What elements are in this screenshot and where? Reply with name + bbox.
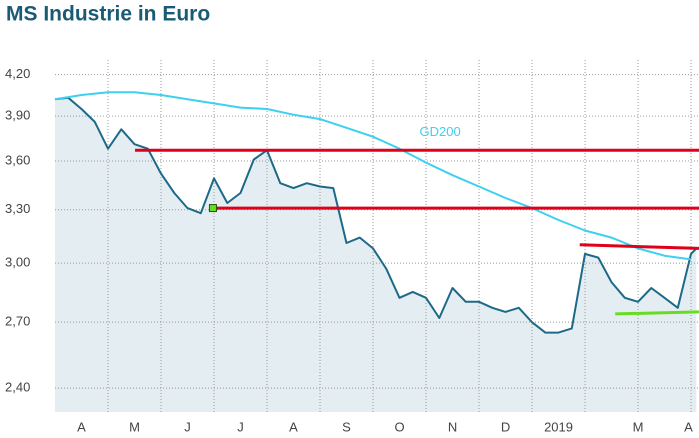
y-tick-label: 4,20 — [5, 66, 30, 81]
x-tick-label: D — [501, 419, 510, 434]
y-tick-label: 2,40 — [5, 380, 30, 395]
y-tick-label: 3,90 — [5, 108, 30, 123]
x-tick-label: A — [684, 419, 693, 434]
x-tick-label: 2019 — [544, 419, 573, 434]
y-tick-label: 3,60 — [5, 152, 30, 167]
x-tick-label: M — [129, 419, 140, 434]
series-line — [54, 91, 692, 261]
chart-title: MS Industrie in Euro — [6, 3, 210, 26]
y-tick-label: 3,00 — [5, 255, 30, 270]
y-tick-label: 3,30 — [5, 201, 30, 216]
reference-line — [615, 310, 699, 316]
x-tick-label: J — [184, 419, 191, 434]
series-label: GD200 — [420, 124, 461, 139]
reference-line — [579, 243, 699, 250]
x-tick-label: M — [633, 419, 644, 434]
series-line — [54, 96, 698, 334]
x-tick-label: J — [237, 419, 244, 434]
marker — [208, 204, 217, 213]
x-tick-label: A — [289, 419, 298, 434]
x-tick-label: N — [448, 419, 457, 434]
x-tick-label: O — [394, 419, 404, 434]
y-tick-label: 2,70 — [5, 314, 30, 329]
price-area — [55, 97, 697, 413]
x-tick-label: S — [342, 419, 351, 434]
x-tick-label: A — [77, 419, 86, 434]
